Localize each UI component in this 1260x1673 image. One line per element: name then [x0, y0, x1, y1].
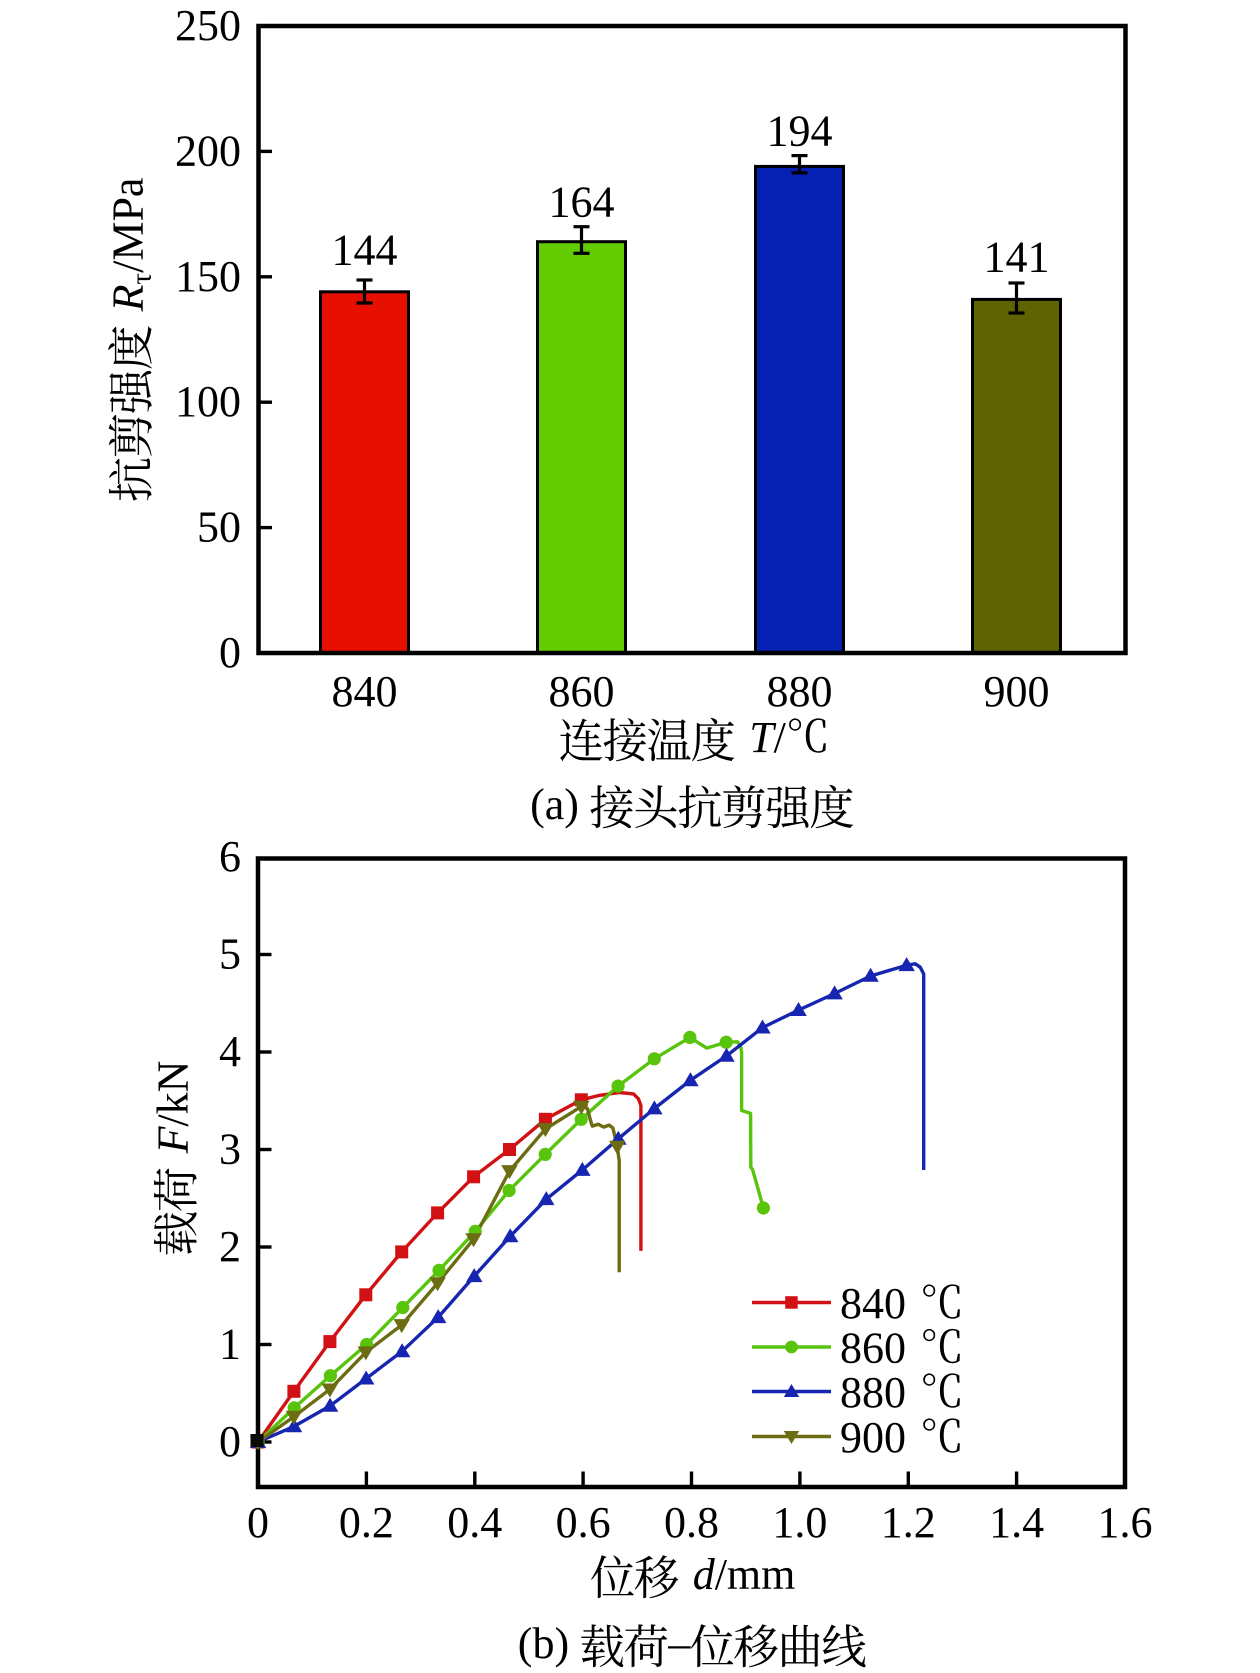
svg-text:0.4: 0.4	[447, 1498, 502, 1547]
svg-text:/mm: /mm	[715, 1550, 796, 1599]
svg-text:R: R	[104, 284, 153, 312]
svg-text:/kN: /kN	[149, 1061, 198, 1127]
svg-text:τ: τ	[126, 273, 158, 285]
svg-text:144: 144	[332, 226, 398, 275]
svg-text:0.2: 0.2	[339, 1498, 394, 1547]
svg-text:100: 100	[175, 377, 241, 426]
svg-text:d: d	[693, 1550, 716, 1599]
svg-text:900: 900	[984, 667, 1050, 716]
svg-text:860: 860	[549, 667, 615, 716]
svg-text:840: 840	[332, 667, 398, 716]
svg-text:164: 164	[549, 178, 615, 227]
svg-text:1.0: 1.0	[772, 1498, 827, 1547]
svg-text:(b): (b)	[518, 1619, 569, 1668]
svg-text:880: 880	[767, 667, 833, 716]
svg-text:0: 0	[219, 628, 241, 677]
svg-text:1.2: 1.2	[881, 1498, 936, 1547]
svg-text:0.6: 0.6	[556, 1498, 611, 1547]
svg-text:6: 6	[219, 832, 241, 881]
svg-text:1: 1	[219, 1320, 241, 1369]
svg-text:F: F	[149, 1125, 198, 1154]
svg-text:250: 250	[175, 1, 241, 50]
svg-text:/: /	[774, 713, 787, 762]
svg-text:0.8: 0.8	[664, 1498, 719, 1547]
svg-text:–: –	[667, 1619, 691, 1668]
svg-text:0: 0	[247, 1498, 269, 1547]
svg-text:150: 150	[175, 252, 241, 301]
svg-text:200: 200	[175, 126, 241, 175]
svg-text:840: 840	[840, 1279, 906, 1328]
svg-text:1.4: 1.4	[989, 1498, 1044, 1547]
svg-text:5: 5	[219, 930, 241, 979]
svg-text:860: 860	[840, 1324, 906, 1373]
svg-text:900: 900	[840, 1413, 906, 1462]
svg-text:880: 880	[840, 1368, 906, 1417]
svg-text:4: 4	[219, 1027, 241, 1076]
svg-text:(a): (a)	[530, 780, 579, 829]
svg-text:141: 141	[984, 233, 1050, 282]
svg-text:2: 2	[219, 1222, 241, 1271]
svg-text:194: 194	[767, 107, 833, 156]
svg-text:0: 0	[219, 1417, 241, 1466]
svg-text:/MPa: /MPa	[104, 178, 153, 273]
svg-text:50: 50	[197, 503, 241, 552]
svg-text:1.6: 1.6	[1098, 1498, 1153, 1547]
svg-text:T: T	[749, 713, 777, 762]
svg-text:3: 3	[219, 1125, 241, 1174]
